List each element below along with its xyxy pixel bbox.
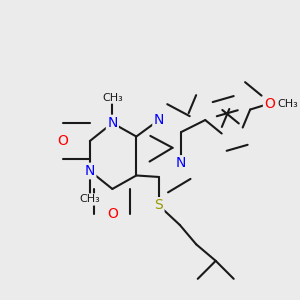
Text: N: N — [85, 164, 95, 178]
Text: O: O — [264, 97, 275, 111]
Text: S: S — [154, 198, 163, 212]
Text: N: N — [107, 116, 118, 130]
Text: N: N — [154, 113, 164, 127]
Text: N: N — [176, 157, 187, 170]
Text: CH₃: CH₃ — [80, 194, 100, 204]
Text: CH₃: CH₃ — [277, 99, 298, 109]
Text: O: O — [58, 134, 68, 148]
Text: O: O — [107, 207, 118, 221]
Text: CH₃: CH₃ — [102, 93, 123, 103]
